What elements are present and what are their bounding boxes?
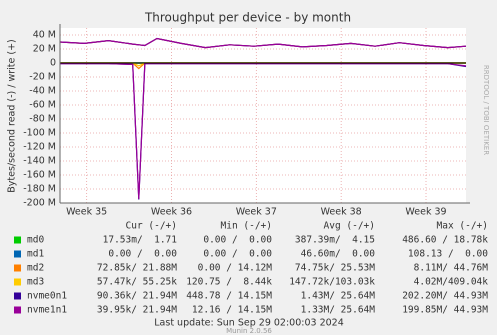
- x-tick-label: Week 35: [66, 207, 107, 218]
- plot-area: [60, 28, 466, 203]
- last-update: Last update: Sun Sep 29 02:00:03 2024: [154, 318, 344, 329]
- legend-name: nvme1n1: [27, 305, 67, 316]
- y-tick-label: -20 M: [29, 72, 56, 83]
- legend-stat: 199.85M/ 44.93M: [402, 305, 488, 316]
- legend-stat: 387.39m/ 4.15: [295, 235, 375, 246]
- legend-swatch: [14, 264, 21, 272]
- legend-stat: 147.72k/103.03k: [289, 277, 375, 288]
- legend-stat: 448.78 / 14.15M: [186, 291, 272, 302]
- legend-stat: 486.60 / 18.78k: [402, 235, 488, 246]
- legend-stat: 57.47k/ 55.25k: [97, 277, 177, 288]
- legend-stat: 202.20M/ 44.93M: [402, 291, 488, 302]
- y-tick-label: -60 M: [29, 100, 56, 111]
- legend-stat: 1.43M/ 25.64M: [295, 291, 375, 302]
- legend-stat: 108.13 / 0.00: [408, 249, 488, 260]
- legend-stat: 72.85k/ 21.88M: [97, 263, 177, 274]
- y-tick-label: -100 M: [23, 128, 56, 139]
- series-line: [60, 63, 467, 199]
- legend-swatch: [14, 278, 21, 286]
- legend-stat: 4.02M/409.04k: [408, 277, 488, 288]
- y-tick-label: 20 M: [33, 44, 56, 55]
- legend-stat: 120.75 / 8.44k: [186, 277, 272, 288]
- y-tick-label: -40 M: [29, 86, 56, 97]
- legend-stat: 17.53m/ 1.71: [103, 235, 178, 246]
- legend-stat: 0.00 / 14.12M: [192, 263, 272, 274]
- legend-swatch: [14, 292, 21, 300]
- legend-stat: 74.75k/ 25.53M: [295, 263, 375, 274]
- y-tick-label: -180 M: [23, 184, 56, 195]
- legend-name: md2: [27, 263, 44, 274]
- y-tick-label: 0: [50, 58, 56, 69]
- x-tick-label: Week 36: [151, 207, 192, 218]
- legend-stat: 46.60m/ 0.00: [301, 249, 376, 260]
- side-label: RRDTOOL / TOBI OETIKER: [482, 65, 490, 155]
- legend-header: Cur (-/+): [126, 221, 177, 232]
- legend-name: md0: [27, 235, 44, 246]
- legend-header: Min (-/+): [221, 221, 272, 232]
- legend-stat: 1.33M/ 25.64M: [295, 305, 375, 316]
- legend-stat: 12.16 / 14.15M: [192, 305, 272, 316]
- y-tick-label: -120 M: [23, 142, 56, 153]
- legend-name: md3: [27, 277, 44, 288]
- chart-title: Throughput per device - by month: [144, 11, 351, 25]
- legend-header: Max (-/+): [437, 221, 488, 232]
- y-tick-label: 40 M: [33, 30, 56, 41]
- y-tick-label: -80 M: [29, 114, 56, 125]
- series-line: [59, 37, 467, 49]
- legend-stat: 8.11M/ 44.76M: [408, 263, 488, 274]
- x-tick-label: Week 39: [405, 207, 446, 218]
- x-tick-label: Week 38: [321, 207, 362, 218]
- y-axis-label: Bytes/second read (-) / write (+): [7, 39, 18, 193]
- legend-stat: 0.00 / 0.00: [103, 249, 178, 260]
- y-tick-label: -200 M: [23, 198, 56, 209]
- legend-stat: 39.95k/ 21.94M: [97, 305, 177, 316]
- legend-stat: 90.36k/ 21.94M: [97, 291, 177, 302]
- y-tick-label: -160 M: [23, 170, 56, 181]
- legend-swatch: [14, 250, 21, 258]
- footer: Munin 2.0.56: [226, 327, 272, 335]
- x-tick-label: Week 37: [236, 207, 277, 218]
- legend-name: md1: [27, 249, 44, 260]
- legend-stat: 0.00 / 0.00: [198, 249, 273, 260]
- legend-swatch: [14, 306, 21, 314]
- legend-swatch: [14, 236, 21, 244]
- legend-name: nvme0n1: [27, 291, 67, 302]
- legend-header: Avg (-/+): [324, 221, 375, 232]
- legend-stat: 0.00 / 0.00: [198, 235, 273, 246]
- y-tick-label: -140 M: [23, 156, 56, 167]
